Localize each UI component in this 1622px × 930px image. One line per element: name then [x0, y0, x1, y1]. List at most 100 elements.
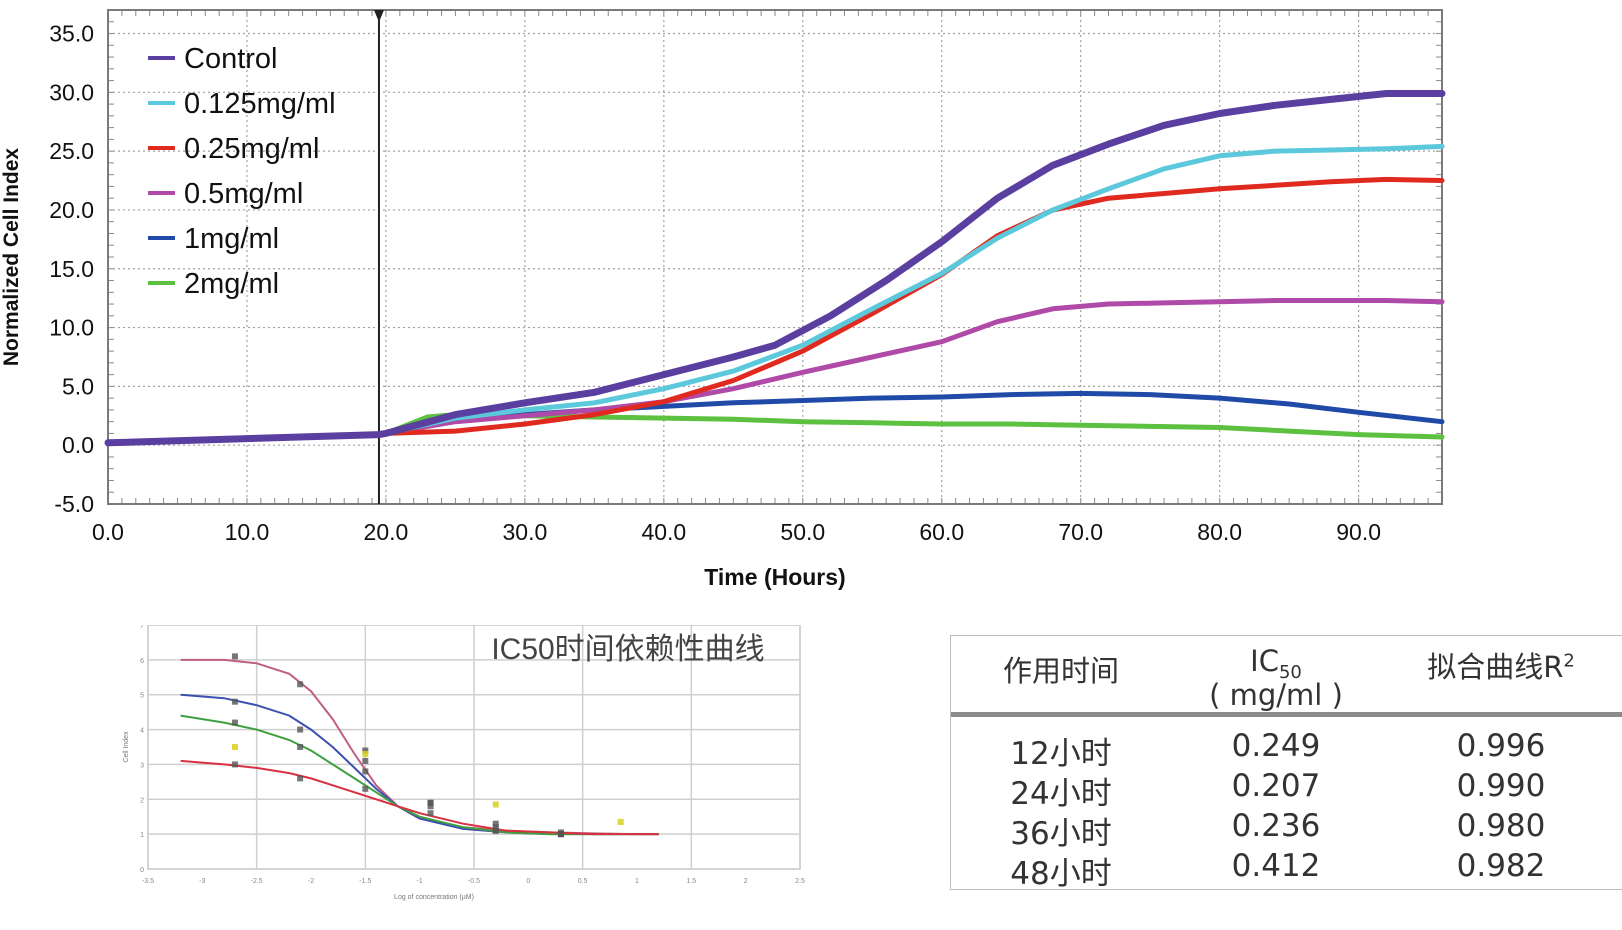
ic50-data-point [231, 653, 238, 660]
series-line [104, 90, 1446, 447]
ic50-y-tick-label: 2 [140, 797, 144, 804]
ic50-data-point [362, 757, 369, 764]
legend-label: 0.125mg/ml [184, 88, 336, 120]
ic50-table: 作用时间 IC50 ( mg/ml ) 拟合曲线R2 12小时 0.249 0.99… [950, 635, 1622, 892]
ic50-data-point [231, 744, 238, 750]
ic50-fit-curve [180, 759, 659, 836]
x-tick-label: 90.0 [1336, 519, 1381, 545]
ic50-x-tick-label: -3.5 [142, 878, 154, 885]
x-tick-label: 60.0 [919, 519, 964, 545]
x-tick-label: 0.0 [92, 519, 124, 545]
table-header-r2-sup: 2 [1563, 650, 1575, 672]
ic50-data-point [557, 829, 564, 836]
x-tick-label: 10.0 [225, 519, 270, 545]
ic50-x-tick-label: 2.5 [795, 878, 805, 885]
y-tick-label: 25.0 [49, 138, 94, 164]
ic50-x-tick-label: -2 [308, 878, 314, 885]
y-tick-label: 15.0 [49, 256, 94, 282]
legend-label: 0.5mg/ml [184, 178, 303, 210]
legend-label: 1mg/ml [184, 223, 279, 255]
x-tick-label: 30.0 [502, 519, 547, 545]
y-tick-label: 35.0 [49, 21, 94, 47]
table-header-separator [951, 712, 1622, 717]
ic50-y-tick-label: 4 [140, 728, 144, 735]
ic50-data-point [297, 726, 304, 733]
ic50-data-point [492, 820, 499, 827]
ic50-data-point [427, 803, 434, 810]
ic50-data-point [492, 824, 499, 831]
ic50-y-tick-label: 1 [140, 832, 144, 839]
ic50-y-tick-label: 6 [140, 658, 144, 665]
table-cell-time: 48小时 [1010, 856, 1112, 892]
table-cell-ic50: 0.249 [1231, 728, 1321, 764]
ic50-data-point [362, 750, 369, 757]
ic50-x-tick-label: 0.5 [578, 878, 588, 885]
ic50-data-point [492, 827, 499, 834]
ic50-x-tick-label: -1.5 [359, 878, 371, 885]
ic50-y-tick-label: 0 [140, 867, 144, 874]
ic50-data-point [427, 810, 434, 817]
series-line [383, 298, 1445, 436]
table-header-r2: 拟合曲线R2 [1381, 644, 1621, 686]
table-cell-r2: 0.982 [1456, 848, 1546, 884]
series-line [383, 143, 1445, 436]
ic50-x-tick-label: -3 [199, 878, 205, 885]
ic50-chart-title: IC50时间依赖性曲线 [491, 633, 764, 666]
y-axis-label: Normalized Cell Index [0, 148, 23, 367]
ic50-data-point [231, 698, 238, 705]
table-cell-time: 24小时 [1010, 776, 1112, 812]
legend-label: Control [184, 43, 278, 75]
ic50-x-tick-label: -0.5 [468, 878, 480, 885]
x-axis-label: Time (Hours) [704, 564, 845, 590]
ic50-data-point [617, 818, 624, 825]
x-tick-label: 40.0 [641, 519, 686, 545]
series-line [383, 412, 1445, 440]
ic50-data-point [492, 801, 499, 808]
x-tick-label: 20.0 [364, 519, 409, 545]
table-header-r2-main: 拟合曲线R [1427, 650, 1564, 684]
cell-index-chart: 0.0 10.0 20.0 30.0 40.0 50.0 60.0 70.0 80.0 90.0 -… [0, 9, 1446, 590]
plot-frame [107, 9, 1443, 505]
ic50-y-tick-label: 5 [140, 693, 144, 700]
table-cell-time: 12小时 [1010, 736, 1112, 772]
ic50-data-point [362, 785, 369, 792]
x-tick-label: 70.0 [1058, 519, 1103, 545]
ic50-data-point [231, 761, 238, 768]
ic50-x-axis-label: Log of concentration (µM) [394, 894, 474, 901]
y-tick-label: -5.0 [54, 491, 94, 517]
table-cell-ic50: 0.412 [1231, 848, 1321, 884]
treatment-marker-arrow [373, 10, 384, 22]
table-header-ic50: IC50 [1151, 644, 1401, 683]
ic50-data-point [427, 799, 434, 806]
table-cell-r2: 0.996 [1456, 728, 1546, 764]
ic50-y-axis-label: Cell Index [123, 731, 130, 763]
ic50-data-point [362, 768, 369, 775]
ic50-x-tick-label: 0 [526, 878, 530, 885]
x-tick-label: 80.0 [1197, 519, 1242, 545]
x-tick-label: 50.0 [780, 519, 825, 545]
ic50-data-point [362, 747, 369, 754]
ic50-data-point [297, 775, 304, 782]
y-tick-label: 10.0 [49, 315, 94, 341]
table-cell-ic50: 0.207 [1231, 768, 1321, 804]
ic50-x-tick-label: 1.5 [686, 878, 696, 885]
table-cell-time: 36小时 [1010, 816, 1112, 852]
ic50-y-tick-label: 3 [140, 762, 144, 769]
table-cell-r2: 0.980 [1456, 808, 1546, 844]
table-header-ic50-main: IC [1250, 644, 1279, 678]
y-tick-label: 0.0 [62, 432, 94, 458]
ic50-data-point [297, 681, 304, 688]
ic50-data-point [297, 744, 304, 750]
table-header-ic50-sub: 50 [1278, 661, 1302, 683]
ic50-x-tick-label: -2.5 [251, 878, 263, 885]
legend-label: 0.25mg/ml [184, 133, 319, 165]
ic50-chart: 0 1 2 3 4 5 6 7 -3.5 -3 -2.5 -2 -1.5 -1 -0.5 0 0.5 1 1.5 2 2… [123, 625, 805, 901]
ic50-x-tick-label: -1 [417, 878, 423, 885]
table-header-time: 作用时间 [1002, 654, 1119, 688]
legend-label: 2mg/ml [184, 268, 279, 300]
ic50-x-tick-label: 2 [744, 878, 748, 885]
y-tick-label: 20.0 [49, 197, 94, 223]
ic50-y-tick-label: 7 [140, 625, 144, 630]
ic50-x-tick-label: 1 [635, 878, 639, 885]
ic50-data-point [231, 719, 238, 726]
